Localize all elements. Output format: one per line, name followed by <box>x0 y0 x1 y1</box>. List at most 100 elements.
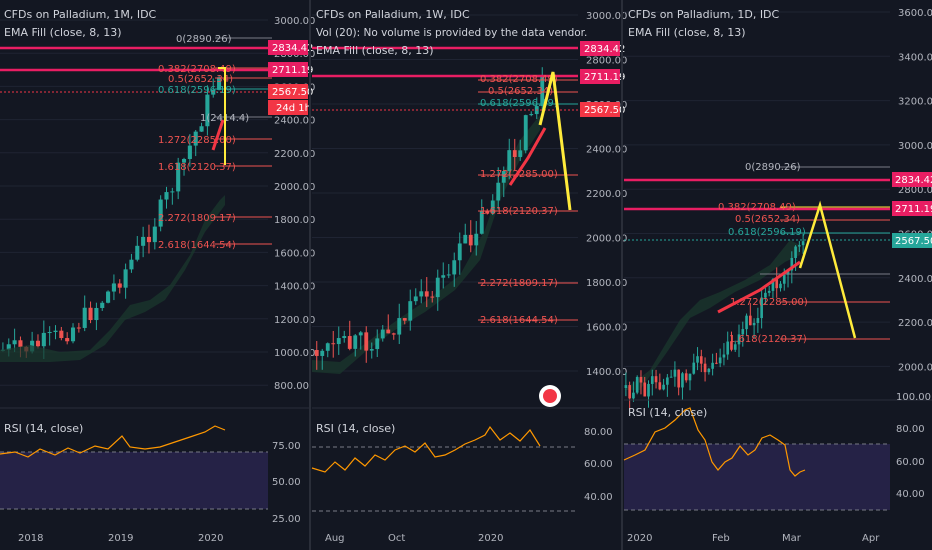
price-tick: 3600.00 <box>898 8 932 19</box>
price-tick: 2200.00 <box>586 189 627 200</box>
candle-body <box>430 296 435 298</box>
candle-body <box>764 292 767 298</box>
candle-body <box>688 373 692 381</box>
candle-body <box>662 384 665 390</box>
fib-label-1272: 1.272(2285.00) <box>730 297 808 308</box>
candle-body <box>424 291 429 297</box>
price-tag: 2834.42 <box>895 175 932 186</box>
candle-body <box>41 332 46 347</box>
volume-note: Vol (20): No volume is provided by the d… <box>316 27 587 39</box>
price-tick: 1800.00 <box>274 215 315 226</box>
price-tick: 2000.00 <box>898 362 932 373</box>
fib-label-5: 0.5(2652.34) <box>735 214 800 225</box>
candle-body <box>59 330 64 339</box>
candle-body <box>707 368 711 373</box>
candle-body <box>749 315 752 326</box>
candle-body <box>512 150 517 157</box>
fib-label-0: 0(2890.26) <box>745 162 801 173</box>
candle-body <box>402 318 407 321</box>
candle-body <box>684 373 688 381</box>
candle-body <box>794 246 797 258</box>
candle-body <box>435 277 440 298</box>
yellow-projection <box>218 67 226 165</box>
price-tag: 2711.19 <box>272 65 313 76</box>
fib-label-0: 0(2890.26) <box>176 34 232 45</box>
candle-body <box>146 236 152 243</box>
rsi-band <box>0 452 268 509</box>
price-tick: 1200.00 <box>274 315 315 326</box>
rsi-tick: 60.00 <box>896 457 925 468</box>
candle-body <box>457 243 462 261</box>
candle-body <box>152 226 157 243</box>
price-tag-bg <box>268 40 308 55</box>
candle-body <box>413 296 418 302</box>
rsi-tick: 25.00 <box>272 514 301 525</box>
rsi-label: RSI (14, close) <box>316 422 395 435</box>
candle-body <box>677 369 680 388</box>
candle-body <box>790 257 794 271</box>
price-tick: 2200.00 <box>274 149 315 160</box>
candle-body <box>419 291 424 297</box>
candle-body <box>358 332 363 336</box>
candle-body <box>386 329 391 334</box>
time-tick: 2019 <box>108 533 133 544</box>
candle-body <box>100 302 105 308</box>
fib-label-1618: 1.618(2120.37) <box>158 162 236 173</box>
time-tick: Oct <box>388 533 405 544</box>
candle-body <box>380 329 385 339</box>
candle-body <box>798 245 801 247</box>
rsi-tick: 40.00 <box>584 492 613 503</box>
candle-body <box>756 318 760 323</box>
fib-label-1618: 1.618(2120.37) <box>480 206 558 217</box>
badge-inner <box>543 389 557 403</box>
candle-body <box>94 307 99 321</box>
fib-label-382: 0.382(2708.49) <box>480 74 558 85</box>
candle-body <box>658 382 662 390</box>
candle-body <box>474 233 479 246</box>
candle-body <box>801 241 805 246</box>
candle-body <box>325 343 330 351</box>
panel-subtitle: EMA Fill (close, 8, 13) <box>4 26 122 39</box>
price-tag-bg <box>268 84 308 99</box>
candle-body <box>47 332 52 334</box>
candle-body <box>164 192 169 200</box>
price-tick: 3000.00 <box>274 16 315 27</box>
panel-monthly: 0(2890.26) 0.382(2708.49) 0.5(2652.34) 0… <box>0 0 315 550</box>
candle-body <box>507 150 512 172</box>
candle-body <box>745 315 748 330</box>
weekly-candles <box>314 67 545 370</box>
panel-daily: 0(2890.26) 0.382(2708.49) 0.5(2652.34) 0… <box>623 8 932 544</box>
candle-body <box>199 126 204 132</box>
price-tag: 2834.42 <box>272 43 313 54</box>
price-tick: 2400.00 <box>586 145 627 156</box>
rsi-line <box>0 425 226 458</box>
rsi-label: RSI (14, close) <box>4 422 83 435</box>
candle-body <box>170 191 175 193</box>
candle-body <box>176 162 181 192</box>
countdown-tag: 24d 1h <box>276 103 311 114</box>
panel-title: CFDs on Palladium, 1D, IDC <box>628 8 780 21</box>
fib-label-2618: 2.618(1644.54) <box>480 315 558 326</box>
candle-body <box>703 363 707 373</box>
time-tick: 2018 <box>18 533 43 544</box>
candle-body <box>523 115 528 151</box>
price-tick: 2800.00 <box>586 56 627 67</box>
candle-body <box>737 334 741 345</box>
candle-body <box>135 245 140 260</box>
time-tick: Feb <box>712 533 730 544</box>
candle-body <box>76 327 81 329</box>
candle-body <box>643 382 647 397</box>
daily-candles <box>624 234 805 411</box>
candle-body <box>669 376 673 378</box>
price-tick: 3000.00 <box>586 11 627 22</box>
candle-body <box>106 291 111 303</box>
time-tick: Apr <box>862 533 880 544</box>
candle-body <box>347 336 352 349</box>
candle-body <box>397 318 402 335</box>
candle-body <box>70 327 76 342</box>
fib-label-618: 0.618(2596.19) <box>728 227 806 238</box>
time-tick: 2020 <box>627 533 652 544</box>
price-tick: 3000.00 <box>898 141 932 152</box>
price-tag: 2711.19 <box>895 204 932 215</box>
price-axis[interactable]: 3600.003400.003200.003000.002800.002600.… <box>898 8 932 373</box>
